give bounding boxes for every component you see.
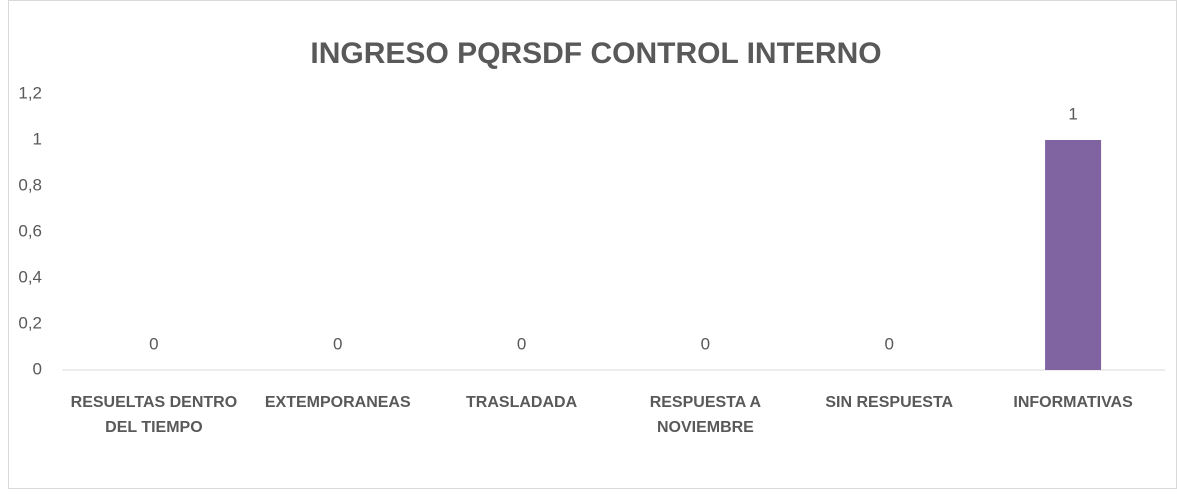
x-tick-label: SIN RESPUESTA	[825, 394, 954, 411]
x-tick-label: RESUELTAS DENTRO DEL TIEMPO	[70, 394, 238, 436]
data-label: 0	[149, 334, 158, 353]
data-label: 0	[885, 334, 894, 353]
data-label: 0	[701, 334, 710, 353]
x-tick-label: RESPUESTA A NOVIEMBRE	[649, 394, 762, 436]
y-tick-label: 0,2	[18, 313, 42, 332]
y-tick-label: 0,8	[18, 175, 42, 194]
x-tick-label: EXTEMPORANEAS	[264, 394, 411, 411]
chart-title: INGRESO PQRSDF CONTROL INTERNO	[310, 37, 881, 70]
y-tick-label: 0	[33, 359, 42, 378]
y-tick-label: 1,2	[18, 83, 42, 102]
y-tick-label: 0,4	[18, 267, 42, 286]
data-label: 0	[517, 334, 526, 353]
bar	[1045, 140, 1102, 370]
x-tick-label: TRASLADADA	[466, 394, 578, 411]
data-label: 0	[333, 334, 342, 353]
x-tick-label: INFORMATIVAS	[1013, 394, 1133, 411]
y-tick-label: 0,6	[18, 221, 42, 240]
data-label: 1	[1068, 104, 1077, 123]
y-tick-label: 1	[33, 129, 42, 148]
